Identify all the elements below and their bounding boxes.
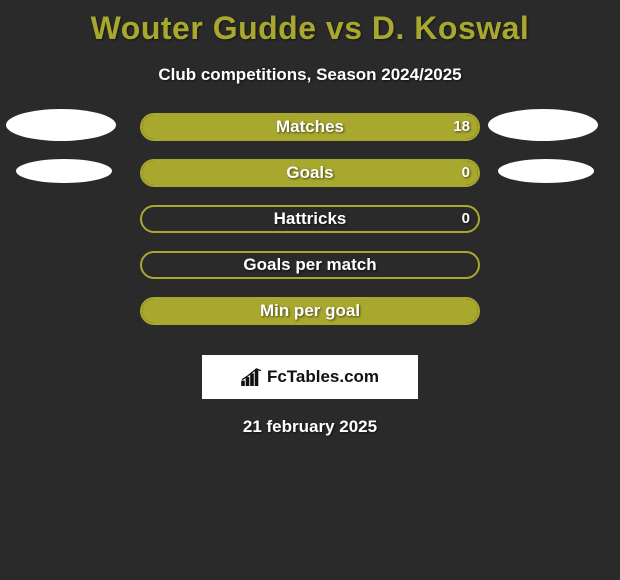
logo-text: FcTables.com <box>267 367 379 387</box>
stat-bar-fill <box>142 161 478 185</box>
date: 21 february 2025 <box>0 417 620 437</box>
stat-row: Goals per match <box>0 251 620 297</box>
player-marker-left <box>16 159 112 183</box>
stats-bars: Matches18Goals0Hattricks0Goals per match… <box>0 113 620 343</box>
stat-row: Min per goal <box>0 297 620 343</box>
page-title: Wouter Gudde vs D. Koswal <box>0 0 620 47</box>
stat-bar-fill <box>142 115 478 139</box>
bar-chart-icon <box>241 368 263 386</box>
player-marker-right <box>488 109 598 141</box>
logo: FcTables.com <box>241 367 379 387</box>
stat-bar-track <box>140 251 480 279</box>
stat-row: Hattricks0 <box>0 205 620 251</box>
stat-bar-track <box>140 113 480 141</box>
stat-row: Goals0 <box>0 159 620 205</box>
stat-row: Matches18 <box>0 113 620 159</box>
stat-bar-fill <box>142 299 478 323</box>
subtitle: Club competitions, Season 2024/2025 <box>0 65 620 85</box>
player-marker-right <box>498 159 594 183</box>
stat-bar-track <box>140 159 480 187</box>
logo-box: FcTables.com <box>202 355 418 399</box>
stat-bar-track <box>140 205 480 233</box>
stat-bar-track <box>140 297 480 325</box>
player-marker-left <box>6 109 116 141</box>
